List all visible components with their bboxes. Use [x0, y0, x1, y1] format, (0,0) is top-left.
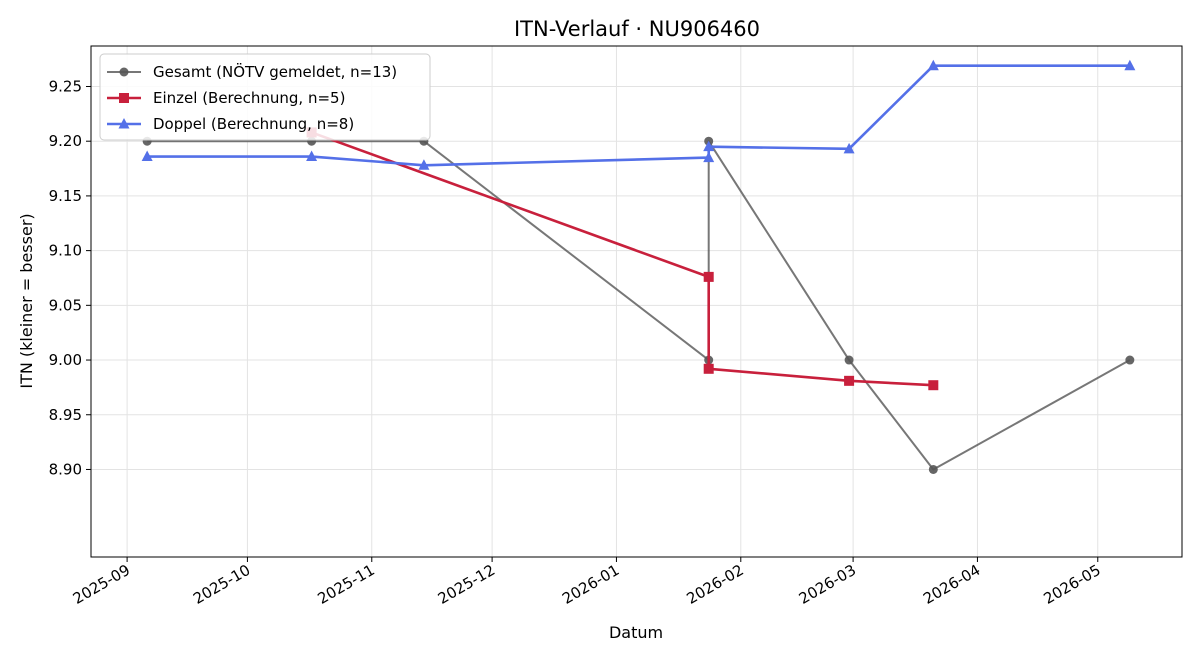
y-tick-label: 8.95 [49, 406, 82, 424]
legend-marker-einzel [119, 93, 129, 103]
y-tick-label: 9.05 [49, 296, 82, 314]
y-axis: 8.90 8.95 9.00 9.05 9.10 9.15 9.20 9.25 [49, 77, 91, 478]
data-point-gesamt [844, 355, 854, 365]
x-tick-label: 2026-04 [920, 561, 983, 608]
y-tick-label: 9.10 [49, 242, 82, 260]
x-tick-label: 2026-01 [559, 561, 622, 608]
legend: Gesamt (NÖTV gemeldet, n=13) Einzel (Bere… [99, 53, 431, 141]
data-point-gesamt [928, 464, 938, 474]
legend-label-gesamt: Gesamt (NÖTV gemeldet, n=13) [153, 62, 397, 81]
x-axis: 2025-09 2025-10 2025-11 2025-12 2026-01 2026-… [70, 557, 1104, 608]
data-point-doppel [418, 159, 430, 170]
series-layer [141, 59, 1136, 474]
x-tick-label: 2025-12 [435, 561, 498, 608]
legend-box [99, 53, 431, 141]
x-tick-label: 2026-03 [796, 561, 859, 608]
legend-marker-gesamt [119, 67, 129, 77]
chart-title: ITN-Verlauf · NU906460 [514, 17, 760, 41]
plot-frame [90, 45, 1183, 558]
data-point-doppel [141, 150, 153, 162]
data-point-doppel [703, 140, 715, 152]
legend-marker-doppel [118, 118, 130, 129]
x-tick-label: 2026-05 [1040, 561, 1103, 608]
data-point-einzel [703, 271, 714, 282]
x-axis-title: Datum [609, 623, 663, 642]
data-point-doppel [306, 150, 318, 162]
data-point-doppel [843, 142, 855, 154]
y-tick-label: 8.90 [49, 460, 82, 478]
data-point-einzel [844, 375, 855, 386]
x-tick-label: 2026-02 [683, 561, 746, 608]
x-tick-label: 2025-11 [314, 561, 377, 608]
data-point-doppel [703, 151, 715, 163]
y-tick-label: 9.00 [49, 351, 82, 369]
data-point-einzel [928, 380, 939, 391]
series-doppel [141, 59, 1136, 170]
data-point-einzel [703, 363, 714, 374]
legend-label-einzel: Einzel (Berechnung, n=5) [153, 89, 345, 107]
data-point-doppel [1124, 59, 1136, 71]
y-tick-label: 9.25 [49, 77, 82, 95]
y-tick-label: 9.20 [49, 132, 82, 150]
x-tick-label: 2025-09 [70, 561, 133, 608]
data-point-doppel [927, 59, 939, 71]
legend-label-doppel: Doppel (Berechnung, n=8) [153, 115, 354, 133]
x-tick-label: 2025-10 [190, 561, 253, 608]
y-tick-label: 9.15 [49, 187, 82, 205]
series-line-gesamt [147, 140, 1131, 471]
y-axis-title: ITN (kleiner = besser) [17, 213, 36, 388]
data-point-gesamt [1125, 355, 1135, 365]
